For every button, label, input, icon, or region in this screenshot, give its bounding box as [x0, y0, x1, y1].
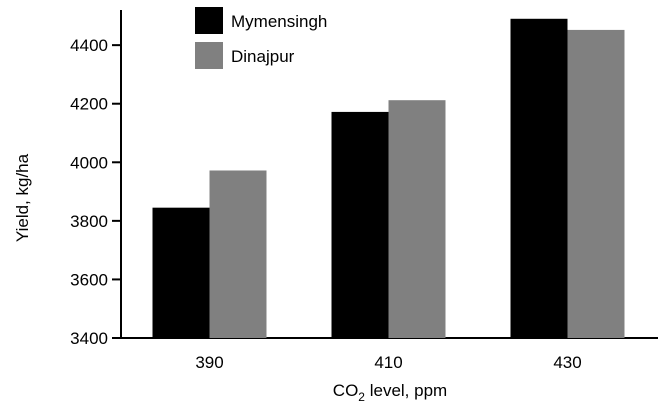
bar-dinajpur-430 [567, 29, 625, 339]
x-axis: 390 410 430 [121, 337, 658, 372]
x-axis-title-subscript: 2 [358, 390, 365, 404]
y-tick-label: 4200 [70, 95, 108, 114]
y-tick-label: 4400 [70, 36, 108, 55]
y-tick-label: 3800 [70, 212, 108, 231]
bar-dinajpur-410 [388, 100, 446, 338]
bar-dinajpur-390 [209, 170, 267, 338]
legend-label-dinajpur: Dinajpur [231, 47, 295, 66]
x-tick-label: 390 [195, 353, 223, 372]
legend: Mymensingh Dinajpur [195, 7, 327, 69]
y-axis: 3400 3600 3800 4000 4200 4400 [70, 10, 122, 348]
legend-swatch-dinajpur [195, 42, 223, 69]
bar-mymensingh-430 [510, 18, 568, 339]
bar-mymensingh-410 [331, 111, 389, 339]
x-tick-label: 430 [553, 353, 581, 372]
x-tick-label: 410 [374, 353, 402, 372]
x-axis-title: CO2 level, ppm [333, 381, 447, 404]
bars [152, 18, 625, 339]
y-tick-label: 3400 [70, 329, 108, 348]
x-axis-title-suffix: level, ppm [365, 381, 447, 400]
legend-swatch-mymensingh [195, 7, 223, 34]
legend-label-mymensingh: Mymensingh [231, 12, 327, 31]
bar-mymensingh-390 [152, 207, 210, 338]
y-axis-title: Yield, kg/ha [13, 153, 32, 242]
y-tick-label: 4000 [70, 153, 108, 172]
x-axis-title-prefix: CO [333, 381, 359, 400]
y-tick-label: 3600 [70, 270, 108, 289]
